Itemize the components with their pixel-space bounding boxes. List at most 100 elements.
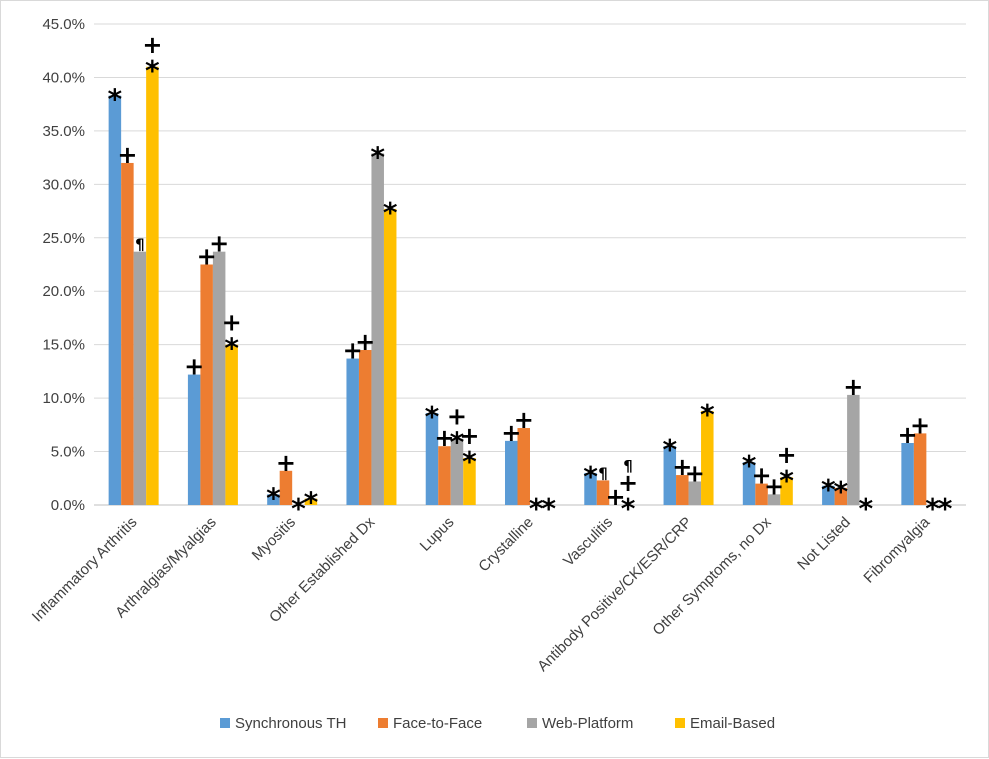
bar [755, 483, 768, 505]
category-label: Lupus [417, 514, 458, 555]
legend-label: Synchronous TH [235, 715, 346, 732]
bar [584, 472, 597, 505]
bar [463, 457, 476, 505]
legend-label: Web-Platform [542, 715, 633, 732]
y-tick-label: 30.0% [42, 176, 85, 193]
bar [780, 477, 793, 505]
bar [200, 264, 213, 505]
significance-marker: * [224, 332, 239, 365]
significance-marker: + [618, 469, 638, 497]
category-labels: Inflammatory ArthritisArthralgias/Myalgi… [29, 513, 934, 675]
significance-marker: * [383, 196, 398, 229]
significance-marker: + [343, 337, 363, 365]
bar [517, 428, 530, 505]
bar [701, 410, 714, 505]
significance-marker: * [370, 140, 385, 173]
significance-marker: + [117, 141, 137, 169]
y-tick-label: 0.0% [51, 497, 85, 514]
bar [596, 480, 610, 505]
significance-marker: * [304, 486, 319, 519]
significance-marker: * [450, 426, 465, 459]
bar [767, 494, 781, 505]
significance-marker: + [777, 441, 797, 469]
significance-marker: + [142, 31, 162, 59]
significance-marker: * [541, 492, 556, 525]
category-label: Crystalline [475, 514, 537, 576]
significance-marker: * [859, 492, 874, 525]
significance-marker: * [938, 492, 953, 525]
significance-marker: + [184, 353, 204, 381]
significance-marker: * [742, 449, 757, 482]
significance-marker: * [266, 481, 281, 514]
significance-marker: + [898, 421, 918, 449]
significance-marker: ¶ [598, 464, 608, 482]
significance-marker: * [662, 433, 677, 466]
significance-marker: + [459, 422, 479, 450]
significance-markers: *+¶*++++*+*+**++***+*+*+ ++*** ¶+*+¶ *++**+… [108, 31, 953, 525]
bars [108, 66, 927, 506]
significance-marker: + [605, 483, 625, 511]
legend-label: Email-Based [690, 715, 775, 732]
significance-marker: * [583, 460, 598, 493]
bar [304, 498, 318, 505]
legend-swatch [675, 718, 685, 728]
significance-marker: + [434, 424, 454, 452]
significance-marker: * [779, 464, 794, 497]
category-label: Vasculitis [560, 514, 616, 570]
significance-marker: * [925, 492, 940, 525]
y-tick-label: 15.0% [42, 337, 85, 354]
bar [187, 374, 201, 505]
significance-marker: + [197, 243, 217, 271]
significance-marker: ¶ [623, 457, 633, 475]
bar [450, 438, 464, 505]
category-label: Not Listed [794, 514, 854, 574]
significance-marker: + [910, 411, 930, 439]
significance-marker: * [291, 492, 306, 525]
significance-marker: + [672, 453, 692, 481]
gridlines [94, 23, 966, 506]
significance-marker: * [108, 83, 123, 116]
legend-swatch [378, 718, 388, 728]
bar [425, 413, 439, 505]
bar [279, 470, 293, 505]
significance-marker: + [764, 472, 784, 500]
significance-marker: ¶ [135, 236, 145, 254]
category-label: Myositis [249, 514, 299, 564]
bar [146, 66, 159, 505]
y-tick-label: 10.0% [42, 390, 85, 407]
category-label: Antibody Positive/CK/ESR/CRP [534, 514, 695, 675]
y-tick-label: 25.0% [42, 230, 85, 247]
bar [358, 350, 372, 505]
significance-marker: + [209, 230, 229, 258]
bar [663, 446, 677, 505]
bar [383, 208, 397, 505]
bar [676, 475, 689, 505]
bar [438, 446, 451, 505]
legend-swatch [220, 718, 230, 728]
significance-marker: + [685, 459, 705, 487]
significance-marker: + [843, 373, 863, 401]
significance-marker: + [222, 309, 242, 337]
significance-marker: + [752, 462, 772, 490]
significance-marker: + [501, 419, 521, 447]
bar [901, 443, 914, 505]
bar [267, 494, 280, 505]
bar [688, 481, 702, 505]
significance-marker: * [462, 445, 477, 478]
significance-marker: * [425, 400, 440, 433]
significance-marker: + [276, 449, 296, 477]
bar [212, 251, 226, 505]
y-tick-label: 35.0% [42, 123, 85, 140]
legend-swatch [527, 718, 537, 728]
significance-marker: * [834, 475, 849, 508]
significance-marker: + [447, 403, 467, 431]
y-tick-label: 40.0% [42, 69, 85, 86]
bar [742, 462, 756, 505]
significance-marker: * [145, 54, 160, 87]
bar [505, 440, 518, 505]
significance-marker: * [621, 492, 636, 525]
bar [822, 485, 835, 505]
bar [133, 251, 147, 505]
axes: 0.0% 5.0% 10.0% 15.0% 20.0% 25.0% 30.0% 35.0% 40… [42, 16, 966, 514]
